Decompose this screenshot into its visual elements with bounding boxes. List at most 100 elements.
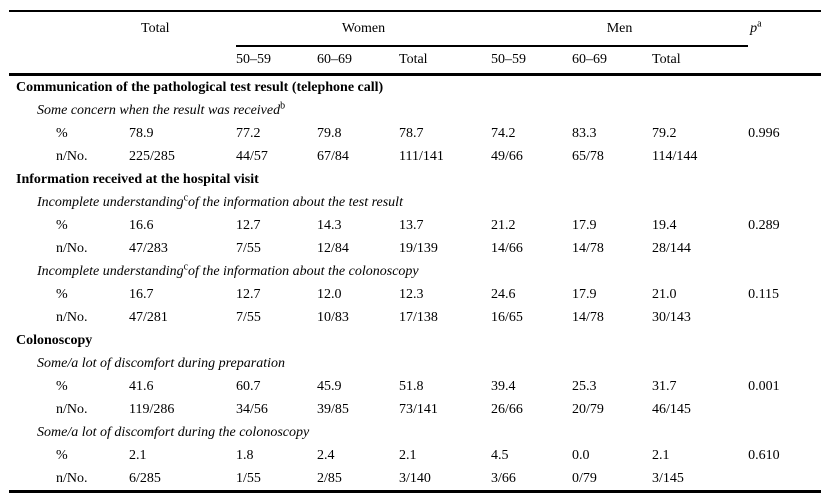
n-value-cell: 20/79 [572, 401, 604, 417]
percent-value-cell: 16.6 [129, 217, 154, 233]
n-row: n/No. 47/281 7/55 10/83 17/138 16/65 14/78 30/1… [9, 306, 821, 329]
n-value-cell: 7/55 [236, 309, 261, 325]
header-rowlabel-spacer [9, 11, 129, 46]
percent-value-cell: 2.1 [129, 447, 147, 463]
n-value-cell: 14/78 [572, 240, 604, 256]
results-table-container: Total Women Men pa 50–59 60–69 Total 50–… [9, 10, 822, 493]
n-value-cell: 225/285 [129, 148, 175, 164]
p-value-cell: 0.001 [748, 378, 780, 394]
percent-value-cell: 12.7 [236, 286, 261, 302]
n-value-cell: 3/66 [491, 470, 516, 486]
subheader-women-50-59: 50–59 [236, 46, 317, 76]
item-label-row: Incomplete understandingcof the informat… [9, 260, 821, 283]
percent-row-label: % [56, 378, 68, 394]
p-value-cell: 0.996 [748, 125, 780, 141]
item-label-text: Some/a lot of discomfort during the colo… [37, 424, 310, 440]
n-value-cell: 0/79 [572, 470, 597, 486]
n-value-cell: 14/66 [491, 240, 523, 256]
section-title: Colonoscopy [16, 332, 93, 348]
n-value-cell: 47/283 [129, 240, 168, 256]
n-row: n/No. 225/285 44/57 67/84 111/141 49/66 65/78 1… [9, 145, 821, 168]
percent-value-cell: 2.4 [317, 447, 335, 463]
table-header: Total Women Men pa 50–59 60–69 Total 50–… [9, 11, 822, 76]
n-row-label: n/No. [56, 240, 88, 256]
n-value-cell: 65/78 [572, 148, 604, 164]
n-value-cell: 12/84 [317, 240, 349, 256]
percent-row-label: % [56, 217, 68, 233]
n-value-cell: 7/55 [236, 240, 261, 256]
subheader-men-50-59: 50–59 [491, 46, 573, 76]
header-total: Total [141, 21, 170, 36]
p-value-cell: 0.610 [748, 447, 780, 463]
percent-value-cell: 21.0 [652, 286, 677, 302]
percent-value-cell: 4.5 [491, 447, 509, 463]
n-row: n/No. 119/286 34/56 39/85 73/141 26/66 20/79 46… [9, 398, 821, 421]
n-value-cell: 28/144 [652, 240, 691, 256]
percent-value-cell: 17.9 [572, 217, 597, 233]
percent-value-cell: 79.8 [317, 125, 342, 141]
p-superscript-a: a [757, 18, 762, 30]
n-value-cell: 47/281 [129, 309, 168, 325]
item-label-superscript: b [280, 99, 286, 111]
n-value-cell: 16/65 [491, 309, 523, 325]
n-value-cell: 73/141 [399, 401, 438, 417]
percent-value-cell: 12.7 [236, 217, 261, 233]
percent-value-cell: 2.1 [652, 447, 670, 463]
item-label: Some/a lot of discomfort during the colo… [9, 421, 821, 444]
n-row: n/No. 6/285 1/55 2/85 3/140 3/66 0/79 3/145 [9, 467, 821, 492]
n-value-cell: 14/78 [572, 309, 604, 325]
section-title: Communication of the pathological test r… [16, 79, 384, 95]
n-row: n/No. 47/283 7/55 12/84 19/139 14/66 14/78 28/1… [9, 237, 821, 260]
percent-row: % 41.6 60.7 45.9 51.8 39.4 25.3 31.7 0.001 [9, 375, 821, 398]
item-label: Incomplete understandingcof the informat… [9, 260, 821, 283]
section-title-row: Information received at the hospital vis… [9, 168, 821, 191]
n-row-label: n/No. [56, 309, 88, 325]
header-men-group: Men [491, 11, 749, 47]
subheader-men-60-69: 60–69 [572, 46, 653, 76]
n-value-cell: 119/286 [129, 401, 175, 417]
p-empty-cell [748, 145, 821, 168]
subheader-women-total: Total [399, 46, 492, 76]
item-label-row: Some/a lot of discomfort during preparat… [9, 352, 821, 375]
header-women-group: Women [236, 11, 492, 47]
n-row-label: n/No. [56, 401, 88, 417]
p-empty-cell [748, 306, 821, 329]
header-p-value: pa [748, 11, 821, 46]
n-value-cell: 1/55 [236, 470, 261, 486]
percent-value-cell: 78.9 [129, 125, 154, 141]
n-value-cell: 19/139 [399, 240, 438, 256]
subheader-p-spacer [748, 46, 822, 76]
section-title: Information received at the hospital vis… [16, 171, 259, 187]
item-label-text: Some concern when the result was receive… [37, 102, 281, 118]
percent-row-label: % [56, 286, 68, 302]
percent-value-cell: 14.3 [317, 217, 342, 233]
header-group-row: Total Women Men pa [9, 11, 821, 47]
n-value-cell: 26/66 [491, 401, 523, 417]
percent-row: % 16.6 12.7 14.3 13.7 21.2 17.9 19.4 0.289 [9, 214, 821, 237]
item-label-row: Some/a lot of discomfort during the colo… [9, 421, 821, 444]
n-row-label: n/No. [56, 148, 88, 164]
percent-value-cell: 60.7 [236, 378, 261, 394]
percent-row-label: % [56, 447, 68, 463]
percent-value-cell: 16.7 [129, 286, 154, 302]
item-label: Incomplete understandingcof the informat… [9, 191, 821, 214]
percent-row: % 2.1 1.8 2.4 2.1 4.5 0.0 2.1 0.610 [9, 444, 821, 467]
p-value-cell: 0.289 [748, 217, 780, 233]
subheader-women-60-69: 60–69 [317, 46, 399, 76]
item-label-text-continued: of the information about the test result [188, 194, 403, 210]
percent-value-cell: 0.0 [572, 447, 590, 463]
percent-value-cell: 21.2 [491, 217, 516, 233]
n-value-cell: 34/56 [236, 401, 268, 417]
n-row-label: n/No. [56, 470, 88, 486]
item-label-superscript: c [183, 191, 189, 203]
p-value-cell: 0.115 [748, 286, 780, 302]
n-value-cell: 10/83 [317, 309, 349, 325]
percent-value-cell: 31.7 [652, 378, 677, 394]
n-value-cell: 2/85 [317, 470, 342, 486]
item-label-superscript: c [183, 260, 189, 272]
item-label-row: Some concern when the result was receive… [9, 99, 821, 122]
percent-row: % 78.9 77.2 79.8 78.7 74.2 83.3 79.2 0.996 [9, 122, 821, 145]
percent-value-cell: 24.6 [491, 286, 516, 302]
percent-row-label: % [56, 125, 68, 141]
item-label-text: Incomplete understanding [37, 194, 184, 210]
